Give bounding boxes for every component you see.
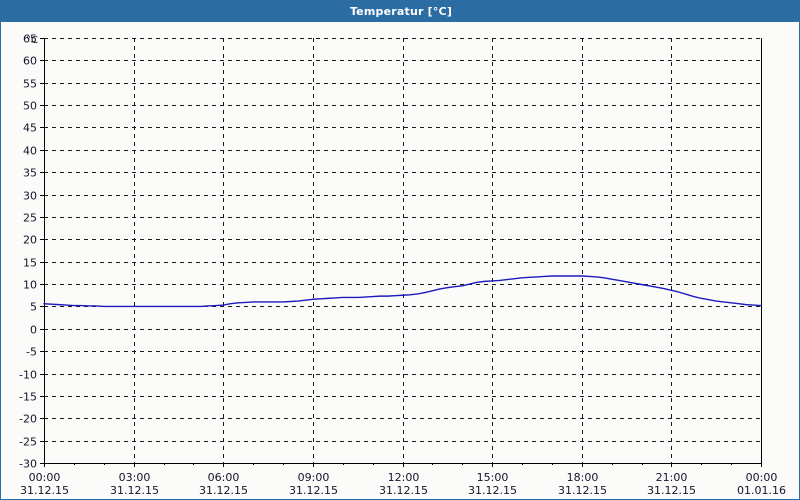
temperature-line-chart: 65605550454035302520151050-5-10-15-20-25…: [19, 33, 786, 498]
x-axis-date-label: 31.12.15: [647, 484, 696, 497]
y-axis-tick-label: 25: [23, 212, 37, 225]
y-axis-tick-label: -25: [19, 436, 37, 449]
y-axis-tick-label: 30: [23, 190, 37, 203]
x-axis-time-label: 21:00: [656, 471, 688, 484]
window-title-bar: Temperatur [°C]: [1, 1, 799, 22]
y-axis-tick-label: 20: [23, 234, 37, 247]
x-axis-time-label: 06:00: [208, 471, 240, 484]
y-axis-tick-label: 45: [23, 122, 37, 135]
y-axis-tick-label: 65: [23, 33, 37, 46]
x-axis-time-label: 09:00: [298, 471, 330, 484]
temperature-series-line: [43, 275, 762, 308]
y-axis-tick-label: 55: [23, 78, 37, 91]
x-axis-date-label: 31.12.15: [199, 484, 248, 497]
x-axis-time-label: 12:00: [388, 471, 420, 484]
vertical-grid-lines: [134, 38, 672, 463]
y-axis-tick-label: -10: [19, 369, 37, 382]
grid-lines: [44, 38, 761, 442]
x-axis-date-label: 31.12.15: [110, 484, 159, 497]
x-axis-date-label: 31.12.15: [468, 484, 517, 497]
y-axis-tick-label: -15: [19, 391, 37, 404]
x-axis-labels: 00:0031.12.1503:0031.12.1506:0031.12.150…: [20, 471, 786, 497]
axis-lines: [44, 38, 762, 464]
y-axis-tick-label: 60: [23, 55, 37, 68]
x-axis-date-label: 01.01.16: [737, 484, 786, 497]
x-axis-date-label: 31.12.15: [558, 484, 607, 497]
y-axis-tick-label: 50: [23, 100, 37, 113]
y-axis-tick-label: -30: [19, 458, 37, 471]
y-axis-unit-label: °C: [26, 35, 38, 46]
y-axis-labels: 65605550454035302520151050-5-10-15-20-25…: [19, 33, 37, 471]
y-axis-tick-label: 0: [30, 324, 37, 337]
x-axis-time-label: 18:00: [567, 471, 599, 484]
axis-tick-marks: [40, 38, 762, 467]
y-axis-tick-label: -20: [19, 413, 37, 426]
chart-canvas: 65 60 55 50 45 40 35 30 25 20 15 10 5 0 -5 -10 -15 -20 -25…: [1, 22, 799, 499]
page-title: Temperatur [°C]: [349, 5, 453, 18]
y-axis-tick-label: 40: [23, 145, 37, 158]
x-axis-date-label: 31.12.15: [379, 484, 428, 497]
x-axis-date-label: 31.12.15: [20, 484, 69, 497]
y-axis-tick-label: 15: [23, 257, 37, 270]
y-axis-tick-label: -5: [26, 346, 37, 359]
x-axis-date-label: 31.12.15: [289, 484, 338, 497]
y-axis-tick-label: 10: [23, 279, 37, 292]
x-axis-time-label: 00:00: [746, 471, 778, 484]
x-axis-time-label: 00:00: [29, 471, 61, 484]
x-axis-time-label: 03:00: [119, 471, 151, 484]
x-axis-time-label: 15:00: [477, 471, 509, 484]
y-axis-tick-label: 5: [30, 301, 37, 314]
y-axis-tick-label: 35: [23, 167, 37, 180]
